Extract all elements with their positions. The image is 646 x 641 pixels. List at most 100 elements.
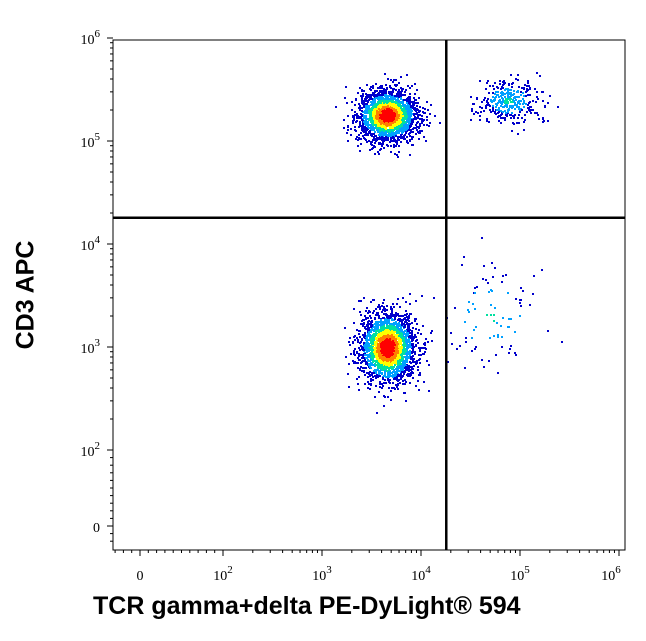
data-point bbox=[394, 318, 396, 320]
data-point bbox=[378, 375, 380, 377]
data-point bbox=[400, 367, 402, 369]
data-point bbox=[397, 360, 399, 362]
data-point bbox=[415, 344, 417, 346]
data-point bbox=[348, 341, 350, 343]
data-point bbox=[388, 92, 390, 94]
data-point bbox=[368, 363, 370, 365]
data-point bbox=[486, 120, 488, 122]
data-point bbox=[411, 113, 413, 115]
data-point bbox=[411, 330, 413, 332]
data-point bbox=[391, 132, 393, 134]
data-point bbox=[528, 107, 530, 109]
data-point bbox=[390, 134, 392, 136]
data-point bbox=[381, 383, 383, 385]
data-point bbox=[372, 120, 374, 122]
data-point bbox=[403, 124, 405, 126]
data-point bbox=[365, 342, 367, 344]
data-point bbox=[414, 117, 416, 119]
data-point bbox=[415, 124, 417, 126]
data-point bbox=[539, 75, 541, 77]
data-point bbox=[367, 312, 369, 314]
data-point bbox=[499, 99, 501, 101]
data-point bbox=[395, 110, 397, 112]
data-point bbox=[376, 374, 378, 376]
data-point bbox=[392, 127, 394, 129]
data-point bbox=[411, 119, 413, 121]
data-point bbox=[360, 125, 362, 127]
data-point bbox=[418, 359, 420, 361]
data-point bbox=[368, 310, 370, 312]
data-point bbox=[385, 90, 387, 92]
data-point bbox=[489, 105, 491, 107]
data-point bbox=[474, 348, 476, 350]
data-point bbox=[476, 286, 478, 288]
data-point bbox=[502, 92, 504, 94]
data-point bbox=[508, 84, 510, 86]
data-point bbox=[489, 85, 491, 87]
data-point bbox=[379, 306, 381, 308]
data-point bbox=[373, 333, 375, 335]
data-point bbox=[375, 341, 377, 343]
data-point bbox=[536, 96, 538, 98]
data-point bbox=[366, 362, 368, 364]
data-point bbox=[375, 314, 377, 316]
data-point bbox=[419, 114, 421, 116]
data-point bbox=[384, 379, 386, 381]
data-point bbox=[352, 122, 354, 124]
data-point bbox=[488, 291, 490, 293]
data-point bbox=[347, 115, 349, 117]
data-point bbox=[529, 87, 531, 89]
data-point bbox=[393, 387, 395, 389]
data-point bbox=[368, 110, 370, 112]
data-point bbox=[431, 340, 433, 342]
data-point bbox=[495, 354, 497, 356]
data-point bbox=[475, 111, 477, 113]
data-point bbox=[426, 116, 428, 118]
data-point bbox=[381, 145, 383, 147]
data-point bbox=[350, 353, 352, 355]
data-point bbox=[404, 383, 406, 385]
data-point bbox=[425, 140, 427, 142]
data-point bbox=[423, 136, 425, 138]
data-point bbox=[473, 103, 475, 105]
data-point bbox=[382, 134, 384, 136]
data-point bbox=[385, 349, 387, 351]
data-point bbox=[398, 82, 400, 84]
data-point bbox=[418, 97, 420, 99]
data-point bbox=[393, 378, 395, 380]
data-point bbox=[483, 110, 485, 112]
data-point bbox=[378, 338, 380, 340]
data-point bbox=[367, 106, 369, 108]
data-point bbox=[393, 144, 395, 146]
data-point bbox=[381, 368, 383, 370]
data-point bbox=[363, 342, 365, 344]
data-point bbox=[523, 129, 525, 131]
data-point bbox=[412, 368, 414, 370]
data-point bbox=[530, 109, 532, 111]
data-point bbox=[356, 113, 358, 115]
data-point bbox=[500, 325, 502, 327]
data-point bbox=[415, 363, 417, 365]
data-point bbox=[542, 117, 544, 119]
data-point bbox=[396, 376, 398, 378]
data-point bbox=[384, 330, 386, 332]
data-point bbox=[404, 134, 406, 136]
data-point bbox=[346, 102, 348, 104]
data-point bbox=[364, 383, 366, 385]
data-point bbox=[379, 111, 381, 113]
data-point bbox=[386, 100, 388, 102]
data-point bbox=[513, 117, 515, 119]
data-point bbox=[517, 90, 519, 92]
data-point bbox=[384, 353, 386, 355]
data-point bbox=[394, 95, 396, 97]
data-point bbox=[409, 102, 411, 104]
data-point bbox=[468, 311, 470, 313]
data-point bbox=[408, 336, 410, 338]
data-point bbox=[354, 354, 356, 356]
data-point bbox=[492, 108, 494, 110]
data-point bbox=[388, 341, 390, 343]
data-point bbox=[414, 83, 416, 85]
data-point bbox=[382, 302, 384, 304]
data-point bbox=[407, 98, 409, 100]
data-point bbox=[483, 99, 485, 101]
